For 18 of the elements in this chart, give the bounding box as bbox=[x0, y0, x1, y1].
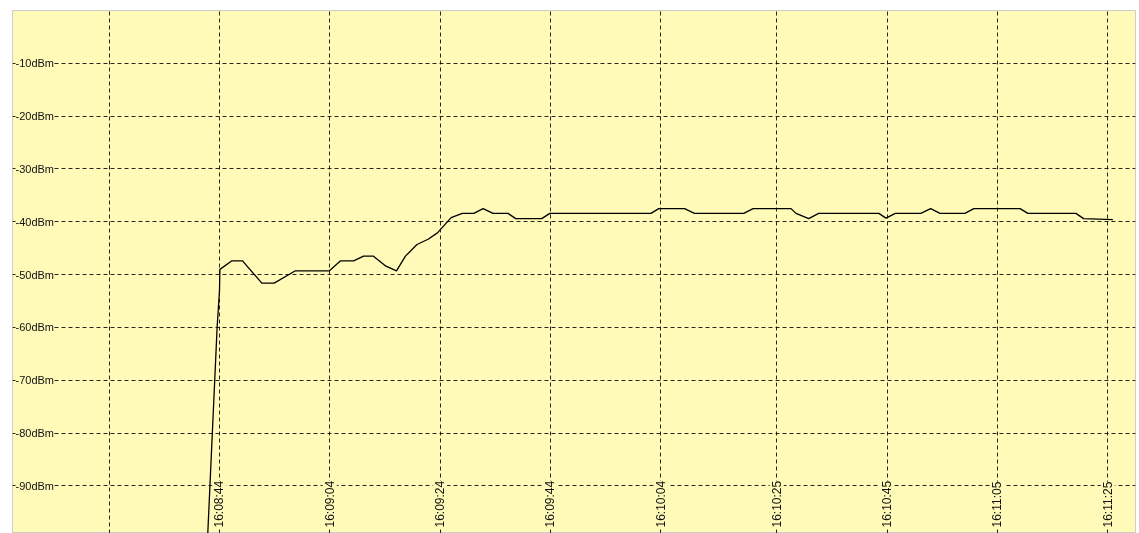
x-tick-label: 16:10:45 bbox=[880, 480, 895, 528]
y-tick-label: -10dBm bbox=[15, 57, 55, 70]
y-tick-label: -90dBm bbox=[15, 479, 55, 492]
x-tick-label: 16:11:25 bbox=[1100, 481, 1115, 528]
y-tick-label: -30dBm bbox=[15, 162, 55, 175]
x-tick-label: 16:10:04 bbox=[653, 480, 668, 528]
y-tick-label: -80dBm bbox=[15, 427, 55, 440]
y-tick-label: -20dBm bbox=[15, 110, 55, 123]
y-tick-label: -40dBm bbox=[15, 215, 55, 228]
x-tick-label: 16:11:05 bbox=[990, 481, 1005, 528]
y-tick-label: -60dBm bbox=[15, 321, 55, 334]
y-tick-label: -70dBm bbox=[15, 374, 55, 387]
x-tick-label: 16:09:24 bbox=[433, 480, 448, 528]
y-tick-label: -50dBm bbox=[15, 268, 55, 281]
x-tick-label: 16:09:04 bbox=[322, 480, 337, 528]
x-tick-label: 16:09:44 bbox=[543, 480, 558, 528]
x-tick-label: 16:10:25 bbox=[769, 480, 784, 528]
x-tick-label: 16:08:44 bbox=[212, 480, 227, 528]
